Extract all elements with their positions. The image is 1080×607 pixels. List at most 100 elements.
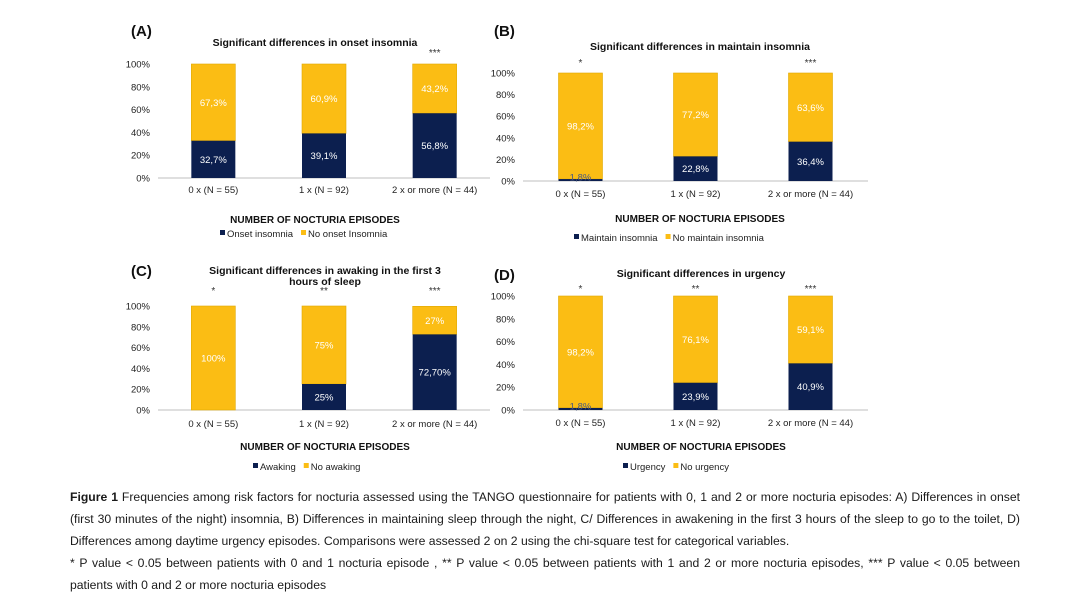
bar-maintain-insomnia <box>673 156 718 181</box>
data-label: 25% <box>314 393 334 404</box>
data-label: 63,6% <box>797 103 824 114</box>
chart-panel-a: (A) Significant differences in onset inso… <box>110 16 490 248</box>
significance-stars: *** <box>805 58 817 69</box>
y-tick-label: 80% <box>131 82 151 93</box>
y-tick-label: 80% <box>496 90 516 101</box>
bar-urgency <box>558 407 603 410</box>
data-label: 77,2% <box>682 110 709 121</box>
legend-label: Maintain insomnia <box>581 233 658 244</box>
data-label: 72,70% <box>419 368 452 379</box>
x-tick-label: 1 x (N = 92) <box>671 189 721 200</box>
y-tick-label: 80% <box>496 314 516 325</box>
x-tick-label: 0 x (N = 55) <box>188 419 238 430</box>
legend-swatch <box>253 463 258 468</box>
chart-d-svg: (D) Significant differences in urgency 0% 2… <box>491 267 868 473</box>
legend-swatch <box>673 463 679 468</box>
bar-awaking <box>412 334 457 410</box>
bar-maintain-insomnia <box>558 179 603 181</box>
data-label: 56,8% <box>421 141 448 152</box>
legend-label: Onset insomnia <box>227 229 294 240</box>
chart-c-svg: (C) Significant differences in awaking in… <box>126 263 490 473</box>
x-tick-label: 2 x or more (N = 44) <box>768 418 853 429</box>
x-tick-label: 1 x (N = 92) <box>299 419 349 430</box>
y-tick-label: 80% <box>131 322 151 333</box>
x-axis-title: NUMBER OF NOCTURIA EPISODES <box>616 442 786 453</box>
bar-no-urgency <box>788 295 833 364</box>
chart-b-svg: (B) Significant differences in maintain i… <box>491 23 868 244</box>
data-label: 23,9% <box>682 392 709 403</box>
x-axis-title: NUMBER OF NOCTURIA EPISODES <box>615 214 785 225</box>
panel-letter: (D) <box>494 267 515 284</box>
significance-stars: ** <box>320 286 328 297</box>
bar-no-awaking <box>301 305 347 385</box>
y-tick-label: 20% <box>131 151 151 162</box>
y-tick-label: 0% <box>136 406 150 417</box>
data-label: 59,1% <box>797 325 824 336</box>
bar-no-maintain-insomnia <box>788 72 833 142</box>
panel-letter: (A) <box>131 23 152 40</box>
bar-urgency <box>673 382 718 410</box>
legend-swatch <box>623 463 628 468</box>
data-label: 39,1% <box>311 151 338 162</box>
significance-stars: *** <box>429 286 441 297</box>
chart-title: Significant differences in awaking in th… <box>209 265 441 288</box>
data-label: 32,7% <box>200 155 227 166</box>
legend-label: No urgency <box>680 462 729 473</box>
data-label: 76,1% <box>682 335 709 346</box>
x-tick-label: 0 x (N = 55) <box>188 185 238 196</box>
y-tick-label: 40% <box>496 360 516 371</box>
y-tick-label: 100% <box>491 292 516 303</box>
significance-stars: * <box>211 286 215 297</box>
y-tick-label: 40% <box>131 364 151 375</box>
data-label: 1,8% <box>570 173 592 184</box>
legend-label: Awaking <box>260 462 296 473</box>
bar-no-awaking <box>191 305 236 411</box>
x-tick-label: 0 x (N = 55) <box>556 418 606 429</box>
x-tick-label: 1 x (N = 92) <box>671 418 721 429</box>
data-label: 100% <box>201 354 226 365</box>
bar-no-urgency <box>673 295 718 384</box>
data-label: 22,8% <box>682 164 709 175</box>
bar-no-onset-insomnia <box>301 63 347 134</box>
x-tick-label: 2 x or more (N = 44) <box>392 185 477 196</box>
data-label: 98,2% <box>567 122 594 133</box>
figure-text: Frequencies among risk factors for noctu… <box>70 490 1020 548</box>
legend-swatch <box>220 230 225 235</box>
chart-title: Significant differences in maintain inso… <box>590 41 810 53</box>
x-axis-title: NUMBER OF NOCTURIA EPISODES <box>230 215 400 226</box>
data-label: 40,9% <box>797 382 824 393</box>
chart-a-svg: (A) Significant differences in onset inso… <box>126 23 490 240</box>
figure-label: Figure 1 <box>70 490 118 504</box>
data-label: 98,2% <box>567 347 594 358</box>
bar-no-urgency <box>558 295 603 409</box>
legend-swatch <box>665 234 671 239</box>
bar-onset-insomnia <box>302 133 346 178</box>
legend-label: No awaking <box>311 462 361 473</box>
x-tick-label: 2 x or more (N = 44) <box>392 419 477 430</box>
bar-no-maintain-insomnia <box>558 72 603 180</box>
panel-letter: (C) <box>131 263 152 280</box>
significance-stars: *** <box>429 48 441 59</box>
x-tick-label: 0 x (N = 55) <box>556 189 606 200</box>
data-label: 27% <box>425 316 445 327</box>
chart-panel-b: (B) Significant differences in maintain i… <box>485 16 870 248</box>
bar-onset-insomnia <box>412 113 457 178</box>
y-tick-label: 60% <box>131 343 151 354</box>
chart-panel-d: (D) Significant differences in urgency 0% 2… <box>485 258 870 476</box>
y-tick-label: 40% <box>496 133 516 144</box>
pvalue-note: * P value < 0.05 between patients with 0… <box>70 556 1020 592</box>
bar-awaking <box>302 384 346 410</box>
significance-stars: ** <box>692 284 700 295</box>
bar-urgency <box>788 363 833 410</box>
legend-swatch <box>574 234 579 239</box>
data-label: 43,2% <box>421 84 448 95</box>
y-tick-label: 100% <box>491 69 516 80</box>
y-tick-label: 20% <box>496 155 516 166</box>
chart-title: Significant differences in urgency <box>617 268 786 280</box>
chart-title: Significant differences in onset insomni… <box>213 37 418 49</box>
bar-onset-insomnia <box>191 140 236 178</box>
legend-label: Urgency <box>630 462 666 473</box>
y-tick-label: 40% <box>131 128 151 139</box>
x-tick-label: 2 x or more (N = 44) <box>768 189 853 200</box>
bar-maintain-insomnia <box>788 141 833 181</box>
